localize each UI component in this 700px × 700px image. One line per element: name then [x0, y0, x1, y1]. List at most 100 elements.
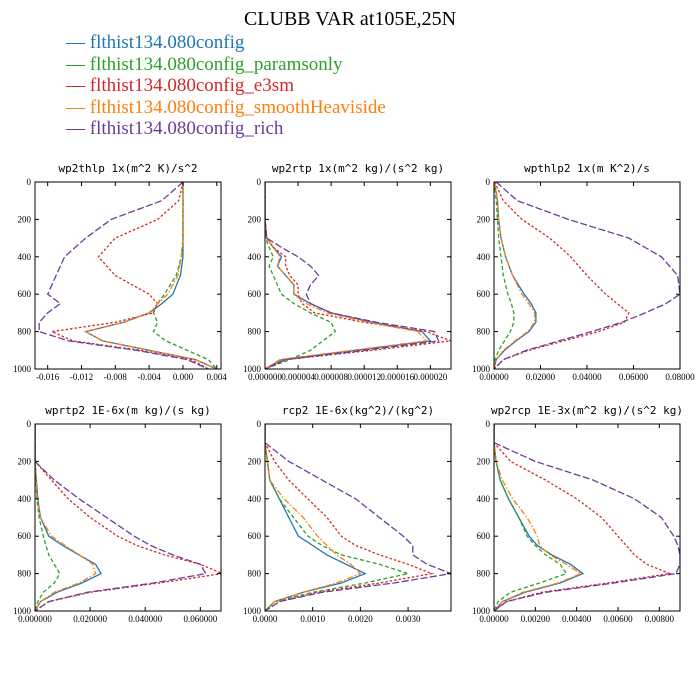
- y-tick-label: 1000: [472, 606, 491, 616]
- panel-title: wpthlp2 1x(m K^2)/s: [524, 162, 650, 175]
- y-tick-label: 800: [248, 569, 262, 579]
- x-tick-label: 0.000008: [314, 372, 348, 382]
- x-tick-label: 0.06000: [619, 372, 649, 382]
- series-line: [49, 182, 209, 369]
- y-tick-label: 600: [18, 531, 32, 541]
- series-line: [265, 182, 428, 369]
- legend-label: flthist134.080config_paramsonly: [89, 53, 343, 75]
- panel-title: wp2thlp 1x(m^2 K)/s^2: [58, 162, 197, 175]
- chart-panel-6: wp2rcp 1E-3x(m^2 kg)/(s^2 kg)0 200 400 600 8…: [472, 404, 683, 624]
- plot-frame: [493, 423, 681, 612]
- series-line: [494, 182, 515, 369]
- y-tick-label: 0: [486, 419, 491, 429]
- x-tick-label: 0.00800: [645, 614, 675, 624]
- series-line: [83, 182, 218, 369]
- series-line: [35, 424, 97, 611]
- x-tick-label: 0.000000: [248, 372, 282, 382]
- x-tick-label: 0.00000: [479, 614, 509, 624]
- figure-title: CLUBB VAR at105E,25N: [243, 8, 457, 30]
- y-tick-label: 400: [248, 494, 262, 504]
- panel-title: wp2rtp 1x(m^2 kg)/(s^2 kg): [272, 162, 444, 175]
- series-line: [494, 182, 680, 369]
- y-tick-label: 800: [477, 569, 491, 579]
- series-line: [265, 424, 435, 611]
- x-tick-label: 0.00400: [562, 614, 592, 624]
- chart-panel-4: wprtp2 1E-6x(m kg)/(s kg) 0 200 400 600 800 10…: [13, 404, 222, 624]
- y-tick-label: 0: [27, 419, 32, 429]
- series-line: [494, 182, 536, 369]
- x-tick-label: 0.000016: [380, 372, 414, 382]
- y-tick-label: 0: [27, 177, 32, 187]
- y-tick-label: 600: [477, 289, 491, 299]
- plot-frame: [264, 181, 452, 370]
- x-tick-label: 0.004: [207, 372, 228, 382]
- legend-label: flthist134.080config_e3sm: [89, 75, 294, 96]
- y-tick-label: 800: [477, 327, 491, 337]
- y-tick-label: 1000: [243, 364, 262, 374]
- y-tick-label: 200: [18, 214, 32, 224]
- legend-label: flthist134.080config_rich: [89, 118, 284, 139]
- x-tick-label: 0.000: [173, 372, 194, 382]
- y-tick-label: 400: [18, 494, 32, 504]
- y-tick-label: 800: [248, 327, 262, 337]
- legend-swatch: —: [66, 96, 90, 118]
- series-line: [494, 424, 583, 611]
- chart-panel-2: wp2rtp 1x(m^2 kg)/(s^2 kg) 0 200 400 600 800 1…: [243, 162, 452, 382]
- legend-label: flthist134.080config_smoothHeaviside: [89, 96, 386, 118]
- y-tick-label: 600: [477, 531, 491, 541]
- x-tick-label: 0.02000: [526, 372, 556, 382]
- series-line: [494, 424, 680, 611]
- x-tick-label: 0.08000: [665, 372, 695, 382]
- x-tick-label: 0.000004: [281, 372, 315, 382]
- x-tick-label: 0.040000: [128, 614, 162, 624]
- panel-title: rcp2 1E-6x(kg^2)/(kg^2): [282, 404, 434, 417]
- series-line: [265, 182, 337, 369]
- series-line: [152, 182, 218, 369]
- x-tick-label: 0.00600: [603, 614, 633, 624]
- x-tick-label: 0.00200: [521, 614, 551, 624]
- series-line: [494, 424, 673, 611]
- panel-title: wp2rcp 1E-3x(m^2 kg)/(s^2 kg): [491, 404, 683, 417]
- series-line: [83, 182, 218, 369]
- legend-swatch: —: [66, 118, 90, 139]
- y-tick-label: 400: [248, 252, 262, 262]
- y-tick-label: 1000: [472, 364, 491, 374]
- legend-item: — flthist134.080config_e3sm: [66, 75, 386, 97]
- x-tick-label: 0.000000: [18, 614, 52, 624]
- y-tick-label: 1000: [243, 606, 262, 616]
- x-tick-label: 0.0010: [300, 614, 325, 624]
- chart-panel-3: wpthlp2 1x(m K^2)/s 0 200 400 600 800 10000.00…: [472, 162, 695, 382]
- panel-title: wprtp2 1E-6x(m kg)/(s kg): [45, 404, 211, 417]
- y-tick-label: 1000: [13, 606, 32, 616]
- y-tick-label: 800: [18, 327, 32, 337]
- x-tick-label: 0.0000: [253, 614, 278, 624]
- legend-item: — flthist134.080config: [66, 32, 386, 54]
- y-tick-label: 200: [477, 456, 491, 466]
- x-tick-label: 0.000020: [413, 372, 447, 382]
- y-tick-label: 0: [257, 177, 262, 187]
- y-tick-label: 400: [477, 252, 491, 262]
- y-tick-label: 600: [248, 289, 262, 299]
- x-tick-label: 0.000012: [347, 372, 381, 382]
- plot-frame: [493, 181, 681, 370]
- series-line: [265, 424, 367, 611]
- legend-item: — flthist134.080config_rich: [66, 118, 386, 140]
- series-line: [265, 182, 440, 369]
- x-tick-label: -0.012: [70, 372, 93, 382]
- series-line: [494, 424, 568, 611]
- y-tick-label: 200: [18, 456, 32, 466]
- x-tick-label: 0.00000: [479, 372, 509, 382]
- x-tick-label: -0.004: [138, 372, 162, 382]
- chart-panel-1: wp2thlp 1x(m^2 K)/s^2 0 200 400 600 800 1000 -0…: [13, 162, 227, 382]
- y-tick-label: 0: [257, 419, 262, 429]
- x-tick-label: 0.0030: [396, 614, 421, 624]
- y-tick-label: 400: [477, 494, 491, 504]
- chart-panel-5: rcp2 1E-6x(kg^2)/(kg^2) 0 200 400 600 800 1000…: [243, 404, 452, 624]
- plot-frame: [34, 181, 222, 370]
- legend-item: — flthist134.080config_smoothHeaviside: [66, 97, 386, 119]
- legend-item: — flthist134.080config_paramsonly: [66, 54, 386, 76]
- plot-frame: [264, 423, 452, 612]
- plot-frame: [34, 423, 222, 612]
- x-tick-label: 0.04000: [572, 372, 602, 382]
- series-line: [265, 182, 432, 369]
